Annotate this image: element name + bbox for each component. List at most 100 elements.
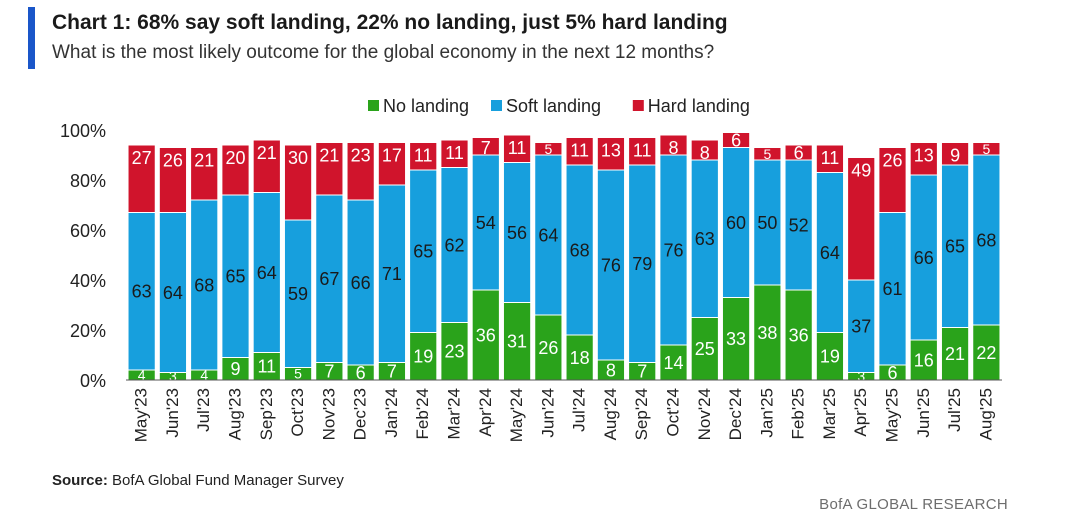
y-tick-label: 0%	[80, 371, 106, 391]
data-label: 4	[138, 367, 146, 383]
x-tick-label: Jun'24	[538, 388, 557, 438]
data-label: 7	[324, 362, 334, 382]
bar-segment	[659, 344, 688, 381]
bar-segment	[315, 142, 344, 196]
data-label: 13	[601, 141, 621, 161]
x-tick-label: Dec'24	[726, 388, 745, 440]
data-label: 33	[726, 329, 746, 349]
data-label: 64	[820, 243, 840, 263]
data-label: 9	[230, 359, 240, 379]
data-label: 30	[288, 148, 308, 168]
data-label: 76	[601, 255, 621, 275]
data-label: 49	[851, 161, 871, 181]
bar-segment	[502, 134, 532, 163]
x-tick-label: May'24	[507, 388, 526, 442]
data-label: 6	[731, 131, 741, 151]
legend-swatch	[491, 100, 502, 111]
data-label: 66	[914, 248, 934, 268]
data-label: 76	[663, 240, 683, 260]
y-tick-label: 20%	[70, 321, 106, 341]
data-label: 17	[382, 146, 402, 166]
data-label: 52	[789, 215, 809, 235]
x-tick-label: Jan'24	[382, 388, 401, 438]
data-label: 37	[851, 317, 871, 337]
bar-segment	[471, 137, 500, 156]
data-label: 68	[194, 275, 214, 295]
bar-segment	[690, 139, 719, 161]
data-label: 11	[257, 357, 276, 377]
bar-segment	[440, 167, 469, 323]
bar-segment	[252, 352, 281, 381]
data-label: 64	[538, 225, 558, 245]
data-label: 68	[570, 240, 590, 260]
x-tick-label: Apr'24	[476, 388, 495, 437]
x-tick-label: Dec'23	[351, 388, 370, 440]
bar-segment	[315, 194, 344, 363]
data-label: 5	[544, 141, 552, 157]
bar-segment	[252, 192, 281, 353]
data-label: 38	[757, 323, 777, 343]
bar-segment	[565, 334, 594, 381]
bar-segment	[534, 142, 563, 156]
source-line: Source: BofA Global Fund Manager Survey	[52, 472, 344, 489]
bar-segment	[784, 159, 813, 291]
data-label: 65	[945, 237, 965, 257]
data-label: 71	[382, 264, 402, 284]
bar-segment	[127, 212, 156, 371]
data-label: 8	[606, 360, 616, 380]
data-label: 62	[444, 235, 464, 255]
x-tick-label: Jan'25	[757, 388, 776, 438]
bar-segment	[190, 147, 219, 201]
data-label: 11	[570, 141, 589, 161]
x-tick-label: Jul'23	[194, 388, 213, 432]
bar-segment	[409, 169, 438, 333]
bar-segment	[878, 212, 907, 366]
data-label: 31	[507, 332, 527, 352]
data-label: 50	[757, 213, 777, 233]
x-tick-label: Nov'24	[695, 388, 714, 440]
bar-segment	[283, 144, 313, 221]
x-tick-label: Oct'23	[288, 388, 307, 437]
x-tick-label: Oct'24	[664, 388, 683, 437]
x-tick-label: Apr'25	[851, 388, 870, 437]
data-label: 54	[476, 213, 496, 233]
data-label: 23	[351, 146, 371, 166]
data-label: 21	[257, 143, 277, 163]
bar-segment	[534, 154, 563, 316]
data-label: 22	[976, 343, 996, 363]
bar-segment	[221, 144, 250, 196]
x-tick-label: May'23	[132, 388, 151, 442]
legend-label: Soft landing	[506, 96, 601, 116]
bar-segment	[409, 142, 438, 171]
x-tick-label: Feb'25	[789, 388, 808, 439]
bar-segment	[753, 159, 782, 286]
data-label: 59	[288, 284, 308, 304]
bar-segment	[721, 147, 751, 298]
data-label: 27	[132, 148, 152, 168]
data-label: 36	[476, 325, 496, 345]
data-label: 6	[887, 363, 897, 383]
bar-segment	[753, 284, 782, 381]
data-label: 56	[507, 223, 527, 243]
data-label: 21	[194, 151, 214, 171]
data-label: 9	[950, 146, 960, 166]
legend-swatch	[368, 100, 379, 111]
data-label: 67	[319, 269, 339, 289]
chart-title: Chart 1: 68% say soft landing, 22% no la…	[52, 11, 728, 34]
bar-segment	[158, 147, 188, 213]
bar-segment	[753, 147, 782, 161]
bar-segment	[252, 139, 281, 193]
data-label: 14	[663, 353, 683, 373]
data-label: 11	[633, 141, 652, 161]
data-label: 26	[163, 151, 183, 171]
data-label: 7	[637, 362, 647, 382]
data-label: 64	[163, 283, 183, 303]
data-label: 61	[882, 279, 902, 299]
x-tick-label: Jun'23	[163, 388, 182, 438]
data-label: 4	[200, 367, 208, 383]
legend-label: No landing	[383, 96, 469, 116]
bar-segment	[596, 137, 626, 171]
data-label: 7	[387, 362, 397, 382]
source-text: BofA Global Fund Manager Survey	[112, 472, 344, 489]
x-tick-label: Aug'25	[976, 388, 995, 440]
